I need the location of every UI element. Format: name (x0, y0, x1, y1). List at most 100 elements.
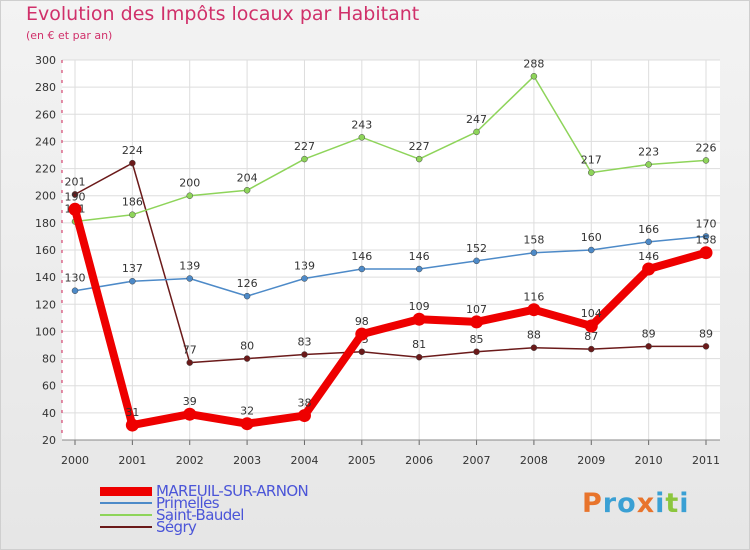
legend-item: Primelles (100, 494, 308, 512)
data-point (473, 257, 480, 265)
data-point (71, 191, 79, 198)
y-tick-label: 20 (42, 434, 56, 447)
y-tick-label: 200 (35, 190, 56, 203)
data-label: 204 (237, 171, 258, 184)
data-point (588, 169, 595, 176)
data-label: 80 (240, 340, 254, 353)
data-point (470, 315, 484, 329)
y-tick-label: 80 (42, 353, 56, 366)
series-line (74, 162, 707, 364)
data-label: 146 (351, 250, 372, 263)
data-point (129, 211, 136, 218)
data-point (473, 128, 480, 136)
data-point (71, 287, 79, 294)
legend: MAREUIL-SUR-ARNON Primelles Saint-Baudel… (100, 484, 309, 536)
data-label: 170 (696, 217, 717, 230)
legend-item: Ségry (100, 518, 308, 536)
data-point (415, 353, 423, 361)
data-point (243, 355, 251, 362)
data-point (129, 159, 136, 167)
data-label: 81 (412, 338, 426, 351)
legend-swatch (100, 526, 152, 528)
data-point (645, 238, 652, 246)
legend-item: MAREUIL-SUR-ARNON (100, 484, 309, 499)
y-tick-label: 40 (42, 407, 56, 420)
x-tick-label: 2002 (176, 454, 204, 467)
data-label: 98 (355, 315, 369, 328)
data-label: 32 (240, 405, 254, 418)
data-point (183, 407, 197, 421)
logo-letter: x (636, 488, 656, 519)
logo-letter: o (617, 488, 637, 519)
legend-label: Saint-Baudel (156, 506, 244, 524)
y-tick-label: 220 (35, 163, 56, 176)
x-tick-label: 2005 (348, 454, 376, 467)
data-point (125, 418, 139, 432)
data-label: 158 (696, 234, 717, 247)
data-label: 223 (638, 146, 659, 159)
data-point (355, 327, 369, 341)
x-tick-label: 2004 (290, 454, 318, 467)
data-point (243, 292, 251, 300)
data-point (527, 303, 541, 317)
data-label: 201 (65, 175, 86, 188)
series-line (71, 205, 710, 430)
data-point (642, 262, 656, 276)
data-label: 190 (65, 190, 86, 203)
data-label: 152 (466, 242, 487, 255)
logo-letter: i (655, 488, 666, 519)
x-tick-label: 2009 (577, 454, 605, 467)
data-point (186, 275, 193, 282)
logo-letter: P (582, 488, 603, 519)
data-point (240, 417, 254, 431)
data-point (473, 348, 480, 356)
data-label: 139 (294, 260, 315, 273)
data-point (645, 161, 652, 168)
data-point (415, 155, 423, 163)
data-point (186, 192, 193, 199)
data-label: 77 (183, 344, 197, 357)
data-label: 186 (122, 196, 143, 209)
data-label: 217 (581, 154, 602, 167)
x-tick-label: 2000 (61, 454, 89, 467)
legend-swatch (100, 486, 152, 496)
data-label: 146 (638, 250, 659, 263)
data-point (588, 246, 595, 254)
data-point (129, 277, 136, 285)
data-point (415, 265, 423, 273)
data-label: 87 (584, 330, 598, 343)
data-label: 166 (638, 223, 659, 236)
legend-label: Primelles (156, 494, 220, 512)
data-point (530, 249, 538, 256)
data-point (699, 246, 713, 260)
data-label: 88 (527, 329, 541, 342)
data-point (358, 265, 366, 273)
y-tick-label: 180 (35, 217, 56, 230)
series-line (74, 75, 707, 223)
legend-label: Ségry (156, 518, 197, 536)
data-point (412, 312, 426, 326)
data-label: 89 (699, 327, 713, 340)
y-tick-label: 300 (35, 54, 56, 67)
legend-swatch (100, 514, 152, 516)
data-label: 83 (297, 336, 311, 349)
data-label: 139 (179, 260, 200, 273)
data-point (68, 202, 82, 216)
chart-subtitle: (en € et par an) (26, 29, 113, 42)
data-label: 130 (65, 272, 86, 285)
data-label: 104 (581, 307, 602, 320)
x-tick-label: 2008 (520, 454, 548, 467)
data-label: 31 (125, 406, 139, 419)
data-label: 226 (696, 141, 717, 154)
data-label: 38 (297, 397, 311, 410)
legend-item: Saint-Baudel (100, 506, 308, 524)
data-label: 109 (409, 300, 430, 313)
y-tick-label: 280 (35, 81, 56, 94)
data-point (297, 409, 311, 423)
data-point (301, 155, 308, 163)
logo-letter: r (602, 488, 618, 519)
y-tick-label: 120 (35, 298, 56, 311)
data-label: 227 (409, 140, 430, 153)
chart-title: Evolution des Impôts locaux par Habitant (26, 3, 420, 25)
